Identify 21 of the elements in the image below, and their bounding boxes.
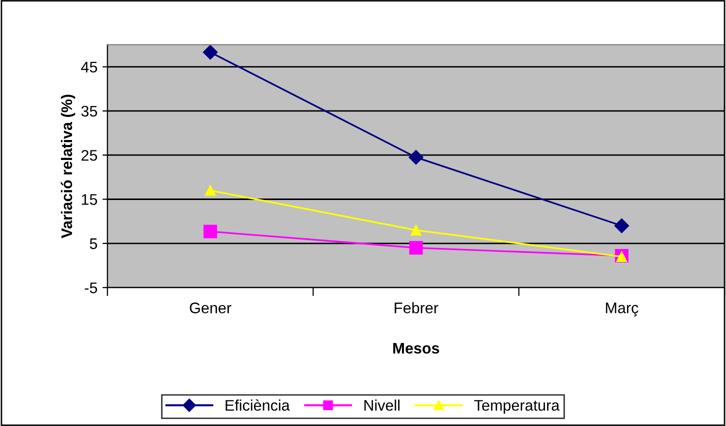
- point: [204, 224, 218, 238]
- y-tick-label: 25: [82, 150, 98, 161]
- point: [409, 241, 423, 255]
- legend-label: Eficiència: [226, 399, 290, 411]
- y-tick-label: -5: [84, 282, 98, 294]
- x-axis-title: Mesos: [393, 342, 440, 354]
- y-axis-title: Variació relativa (%): [60, 94, 76, 238]
- y-tick-label: 35: [81, 106, 98, 117]
- point: [410, 224, 422, 236]
- legend-label: Nivell: [364, 400, 400, 411]
- y-tick-label: 15: [82, 194, 98, 205]
- point: [614, 218, 630, 234]
- y-tick-label: 45: [81, 62, 98, 72]
- legend-label: Temperatura: [474, 400, 560, 414]
- y-tick-label: 5: [90, 238, 98, 250]
- x-tick-label: Gener: [190, 302, 232, 314]
- x-tick-label: Febrer: [394, 302, 438, 314]
- x-tick-label: Març: [606, 302, 638, 316]
- point: [202, 44, 218, 60]
- point: [204, 185, 216, 196]
- point: [408, 150, 424, 165]
